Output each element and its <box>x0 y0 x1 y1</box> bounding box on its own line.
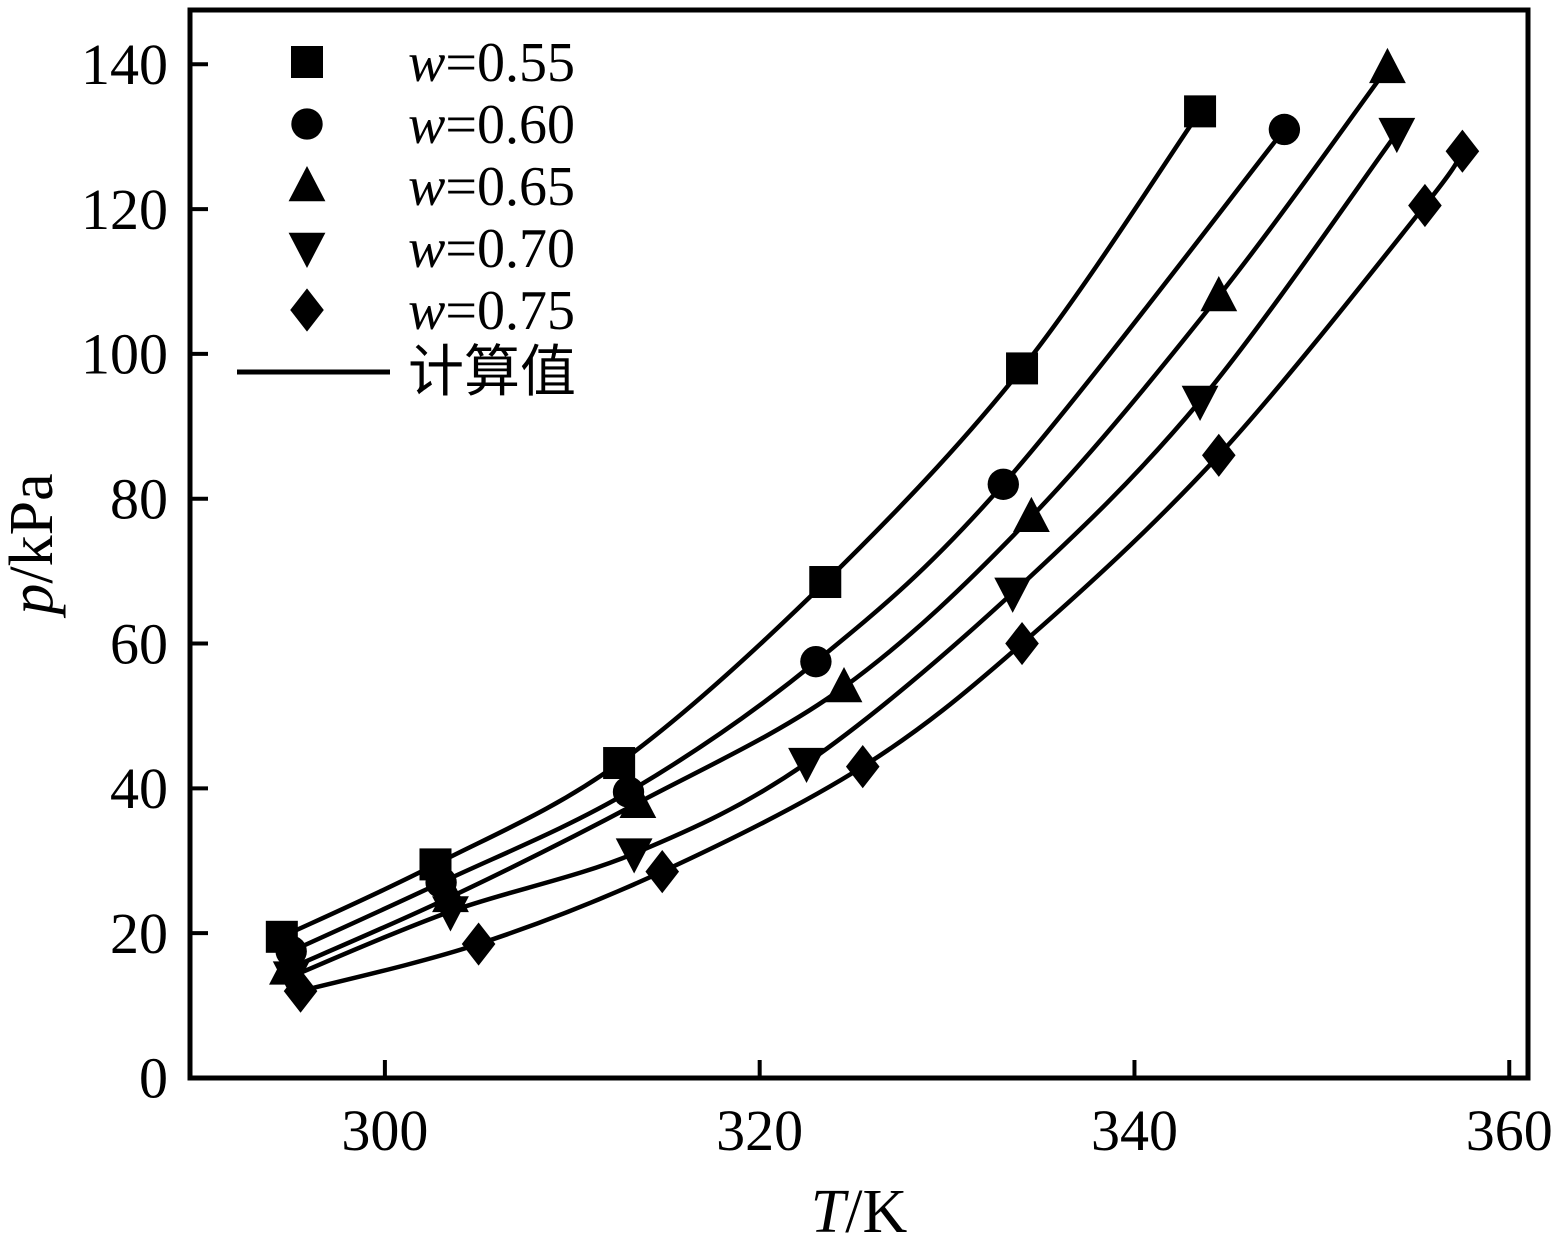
x-axis-title: T/K <box>811 1178 908 1246</box>
data-point-triangle-down-icon <box>1378 117 1416 154</box>
data-point-circle-icon <box>987 468 1019 500</box>
y-tick-label: 20 <box>110 901 168 966</box>
legend-label: w=0.55 <box>408 32 575 94</box>
data-point-triangle-up-icon <box>825 667 863 703</box>
data-point-triangle-up-icon <box>1013 496 1050 533</box>
y-tick-label: 120 <box>81 177 168 242</box>
y-tick-label: 40 <box>110 756 168 821</box>
data-point-diamond-icon <box>645 850 680 894</box>
data-point-circle-icon <box>800 645 832 678</box>
data-point-triangle-down-icon <box>994 577 1032 613</box>
data-point-triangle-down-icon <box>432 896 469 932</box>
data-point-triangle-down-icon <box>788 747 825 784</box>
data-point-diamond-icon <box>461 922 496 966</box>
legend-label: w=0.75 <box>408 280 575 342</box>
legend-label: w=0.70 <box>408 218 575 280</box>
legend-triangle-down-icon <box>288 232 326 268</box>
data-point-square-icon <box>603 747 636 780</box>
data-point-diamond-icon <box>1005 621 1039 666</box>
data-point-diamond-icon <box>1445 129 1480 173</box>
y-axis-title: p/kPa <box>0 473 66 618</box>
y-tick-label: 0 <box>139 1046 168 1111</box>
legend-label: 计算值 <box>408 342 576 404</box>
legend-circle-icon <box>291 108 323 140</box>
data-point-triangle-up-icon <box>1369 47 1406 84</box>
y-tick-label: 140 <box>81 32 168 97</box>
x-tick-label: 340 <box>1091 1098 1178 1163</box>
y-tick-label: 100 <box>81 322 168 387</box>
data-point-diamond-icon <box>283 969 318 1013</box>
series-line-diamond <box>298 148 1465 994</box>
y-tick-label: 80 <box>110 466 168 531</box>
data-point-diamond-icon <box>1201 433 1236 477</box>
data-point-triangle-up-icon <box>1200 276 1238 312</box>
y-tick-label: 60 <box>110 611 168 676</box>
data-point-circle-icon <box>1268 113 1301 146</box>
legend-triangle-up-icon <box>288 166 326 202</box>
data-point-square-icon <box>1006 352 1039 385</box>
legend-label: w=0.60 <box>408 94 575 156</box>
legend-square-icon <box>291 46 323 78</box>
data-point-square-icon <box>809 566 842 599</box>
legend-diamond-icon <box>290 288 324 332</box>
data-point-triangle-up-icon <box>619 782 657 819</box>
x-tick-label: 300 <box>341 1098 428 1163</box>
x-tick-label: 320 <box>716 1098 803 1163</box>
plot-frame <box>187 7 1531 1081</box>
data-point-triangle-down-icon <box>615 838 653 874</box>
data-point-square-icon <box>1184 95 1217 128</box>
x-tick-label: 360 <box>1466 1098 1552 1163</box>
data-point-triangle-down-icon <box>1181 385 1219 421</box>
data-point-diamond-icon <box>1408 183 1442 228</box>
data-point-diamond-icon <box>845 745 880 789</box>
legend-label: w=0.65 <box>408 156 575 218</box>
